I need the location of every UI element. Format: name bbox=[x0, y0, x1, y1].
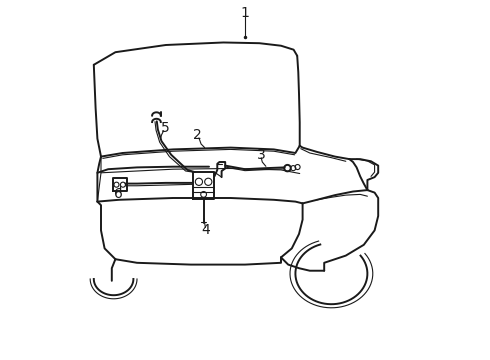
Text: 3: 3 bbox=[257, 148, 266, 162]
Text: 2: 2 bbox=[193, 128, 202, 142]
Text: 1: 1 bbox=[241, 6, 249, 19]
Text: 5: 5 bbox=[161, 121, 170, 135]
Text: 6: 6 bbox=[114, 188, 122, 201]
Text: 4: 4 bbox=[201, 224, 210, 237]
